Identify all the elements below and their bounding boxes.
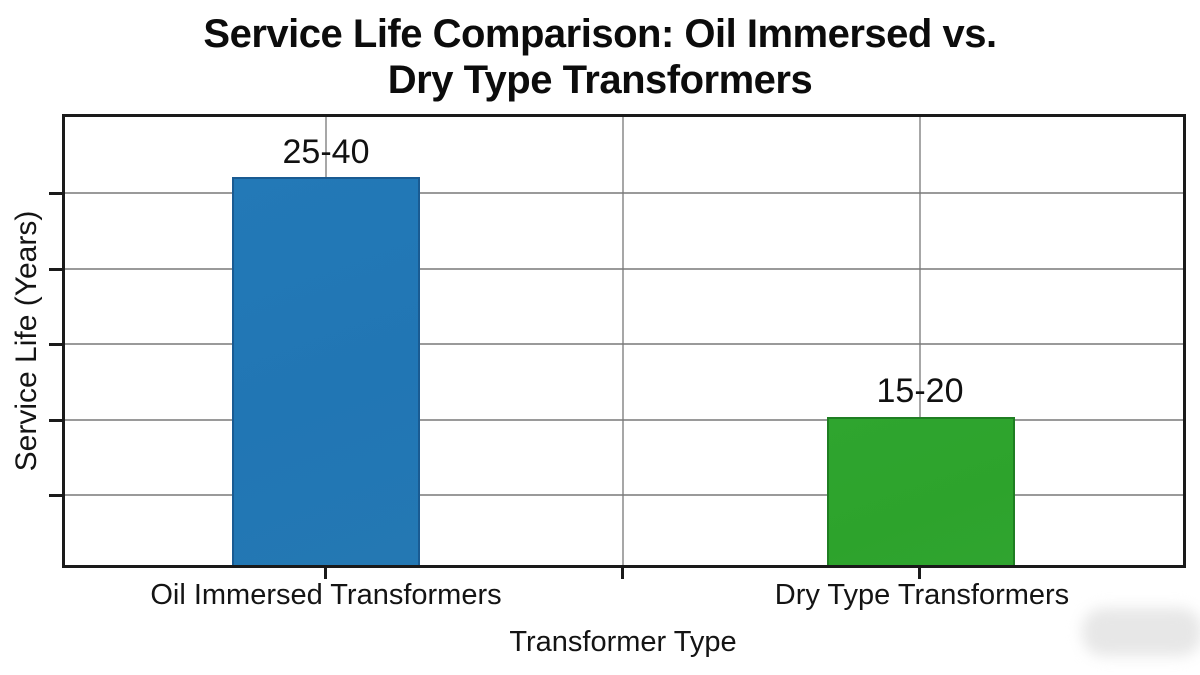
x-tick-label-dry-type: Dry Type Transformers xyxy=(774,579,1070,611)
y-axis-label: Service Life (Years) xyxy=(10,210,43,472)
plot-frame xyxy=(62,114,1186,568)
gridline-horizontal xyxy=(62,343,1186,345)
y-axis-tick xyxy=(49,343,62,346)
x-axis-tick xyxy=(621,568,624,579)
x-axis-label: Transformer Type xyxy=(509,626,737,658)
y-axis-tick xyxy=(49,419,62,422)
gridline-vertical xyxy=(622,114,624,568)
y-axis-tick xyxy=(49,192,62,195)
y-axis-tick xyxy=(49,268,62,271)
plot-area: 25-40 15-20 xyxy=(49,114,1186,579)
x-tick-label-oil-immersed: Oil Immersed Transformers xyxy=(150,579,502,611)
chart-title-line2: Dry Type Transformers xyxy=(387,58,813,102)
bar-value-label-dry: 15-20 xyxy=(876,372,964,410)
y-axis-tick xyxy=(49,494,62,497)
bar-value-label-oil: 25-40 xyxy=(282,133,370,171)
x-axis-tick xyxy=(918,568,921,579)
chart-title-line1: Service Life Comparison: Oil Immersed vs… xyxy=(203,12,997,56)
bar-oil-immersed xyxy=(232,177,420,568)
gridline-horizontal xyxy=(62,494,1186,496)
watermark-smudge xyxy=(1082,608,1200,656)
gridline-horizontal xyxy=(62,192,1186,194)
gridline-horizontal xyxy=(62,419,1186,421)
bar-dry-type xyxy=(827,417,1015,568)
gridline-vertical xyxy=(919,114,921,568)
gridline-horizontal xyxy=(62,268,1186,270)
x-axis-tick xyxy=(324,568,327,579)
chart-title: Service Life Comparison: Oil Immersed vs… xyxy=(0,11,1200,103)
